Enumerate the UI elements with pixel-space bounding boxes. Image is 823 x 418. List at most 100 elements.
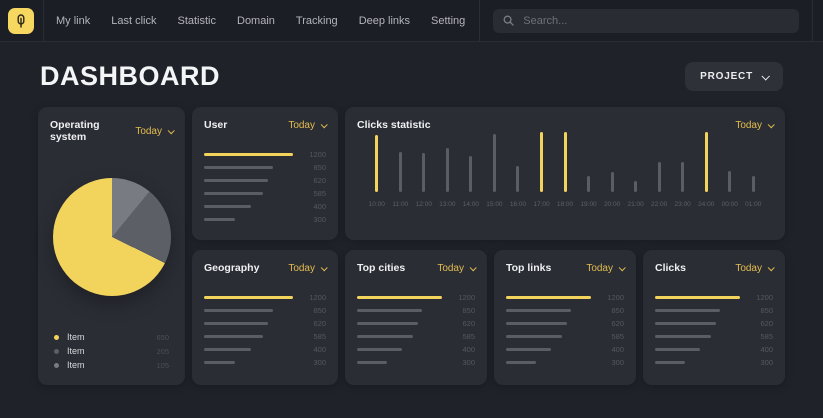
time-label: 01:00 xyxy=(745,201,762,208)
app-logo[interactable] xyxy=(8,7,34,34)
project-dropdown-label: PROJECT xyxy=(700,71,753,82)
column: 24:00 xyxy=(694,132,718,208)
bar-value: 585 xyxy=(462,331,475,341)
bar-value: 300 xyxy=(462,357,475,367)
column: 12:00 xyxy=(412,153,436,208)
card-operating-system: Operating system Today Item 650 Item 205 xyxy=(38,107,185,385)
chevron-down-icon xyxy=(618,263,626,271)
column-bar xyxy=(492,134,496,192)
chevron-down-icon xyxy=(469,263,477,271)
legend-item: Item 105 xyxy=(54,359,169,371)
bar-row: 850 xyxy=(655,306,773,315)
time-label: 22:00 xyxy=(651,201,668,208)
bar-value: 1200 xyxy=(607,292,624,302)
nav-item-my-link[interactable]: My link xyxy=(56,14,91,27)
nav-item-statistic[interactable]: Statistic xyxy=(177,14,216,27)
hbar-chart: 1200 850 620 585 400 300 xyxy=(204,150,326,224)
project-dropdown[interactable]: PROJECT xyxy=(685,62,783,91)
bar xyxy=(357,321,419,325)
time-label: 16:00 xyxy=(509,201,527,208)
bar-track xyxy=(655,360,740,364)
period-dropdown[interactable]: Today xyxy=(735,262,775,274)
legend-value: 205 xyxy=(156,346,169,356)
legend-label: Item xyxy=(67,346,85,356)
card-top-links: Top links Today 1200 850 620 585 400 300 xyxy=(494,250,636,385)
bar-track xyxy=(506,295,591,299)
bar xyxy=(655,321,717,325)
bar-row: 300 xyxy=(506,358,624,367)
bar-track xyxy=(506,360,591,364)
period-dropdown[interactable]: Today xyxy=(288,263,328,274)
legend-dot xyxy=(54,334,59,340)
column-bar xyxy=(728,171,732,192)
card-title: Geography xyxy=(204,262,260,274)
main-menu: My link Last click Statistic Domain Trac… xyxy=(56,15,465,27)
legend-value: 105 xyxy=(156,360,169,370)
bar-row: 620 xyxy=(655,319,773,328)
time-label: 15:00 xyxy=(486,201,503,208)
bar xyxy=(655,308,721,312)
nav-item-setting[interactable]: Setting xyxy=(431,14,466,27)
period-dropdown[interactable]: Today xyxy=(735,119,775,131)
bar xyxy=(204,347,252,351)
bar xyxy=(204,178,269,182)
bar-value: 620 xyxy=(313,318,326,328)
dashboard-grid: Operating system Today Item 650 Item 205 xyxy=(0,107,823,385)
column: 23:00 xyxy=(671,162,695,208)
bar-row: 585 xyxy=(655,331,773,341)
bar-row: 850 xyxy=(204,306,326,315)
bar-row: 400 xyxy=(655,344,773,354)
card-title: Top links xyxy=(506,262,552,274)
nav-item-deep-links[interactable]: Deep links xyxy=(358,14,411,27)
card-header: Clicks statistic Today xyxy=(357,119,775,131)
card-title: Clicks statistic xyxy=(357,119,431,131)
column: 17:00 xyxy=(530,132,554,208)
period-dropdown[interactable]: Today xyxy=(437,263,477,274)
column: 14:00 xyxy=(459,156,483,208)
period-label: Today xyxy=(735,119,762,131)
search-input[interactable] xyxy=(521,13,790,28)
column: 01:00 xyxy=(742,176,766,208)
account-button[interactable] xyxy=(813,12,823,30)
bar-value: 400 xyxy=(760,344,773,354)
card-top-cities: Top cities Today 1200 850 620 585 400 300 xyxy=(345,250,487,385)
bar-track xyxy=(204,204,293,208)
period-label: Today xyxy=(586,262,613,274)
bar-row: 300 xyxy=(357,357,475,367)
bar-value: 620 xyxy=(313,175,326,185)
divider xyxy=(43,0,44,41)
period-label: Today xyxy=(735,262,762,274)
pie-legend: Item 650 Item 205 Item 105 xyxy=(50,331,173,373)
legend-item: Item 205 xyxy=(54,345,169,357)
column: 19:00 xyxy=(577,176,601,208)
bar-value: 585 xyxy=(760,331,773,341)
period-dropdown[interactable]: Today xyxy=(288,120,328,131)
bar-row: 300 xyxy=(204,358,326,367)
hbar-chart: 1200 850 620 585 400 300 xyxy=(357,293,475,367)
nav-item-domain[interactable]: Domain xyxy=(237,14,275,27)
nav-item-last-click[interactable]: Last click xyxy=(111,14,157,27)
bar-row: 585 xyxy=(204,189,326,198)
bar-track xyxy=(506,334,591,338)
bar-track xyxy=(655,347,740,351)
card-header: Top cities Today xyxy=(357,262,477,274)
period-dropdown[interactable]: Today xyxy=(135,126,175,137)
card-user: User Today 1200 850 620 585 400 300 xyxy=(192,107,338,240)
bar-track xyxy=(655,308,740,312)
bar-row: 850 xyxy=(357,306,475,315)
column-bar xyxy=(398,152,402,192)
time-label: 11:00 xyxy=(392,201,409,208)
bar-row: 585 xyxy=(204,332,326,341)
bar-value: 400 xyxy=(313,201,326,211)
search-bar[interactable] xyxy=(493,8,800,33)
bar-row: 400 xyxy=(204,344,326,354)
bar xyxy=(204,308,273,312)
bar xyxy=(357,347,403,351)
top-navbar: My link Last click Statistic Domain Trac… xyxy=(0,0,823,42)
column: 22:00 xyxy=(647,162,671,208)
period-dropdown[interactable]: Today xyxy=(586,262,626,274)
nav-item-tracking[interactable]: Tracking xyxy=(295,14,338,27)
card-clicks-statistic: Clicks statistic Today 10:00 11:00 12:00 13… xyxy=(345,107,785,240)
chevron-down-icon xyxy=(167,126,175,134)
bar-value: 400 xyxy=(313,344,326,354)
